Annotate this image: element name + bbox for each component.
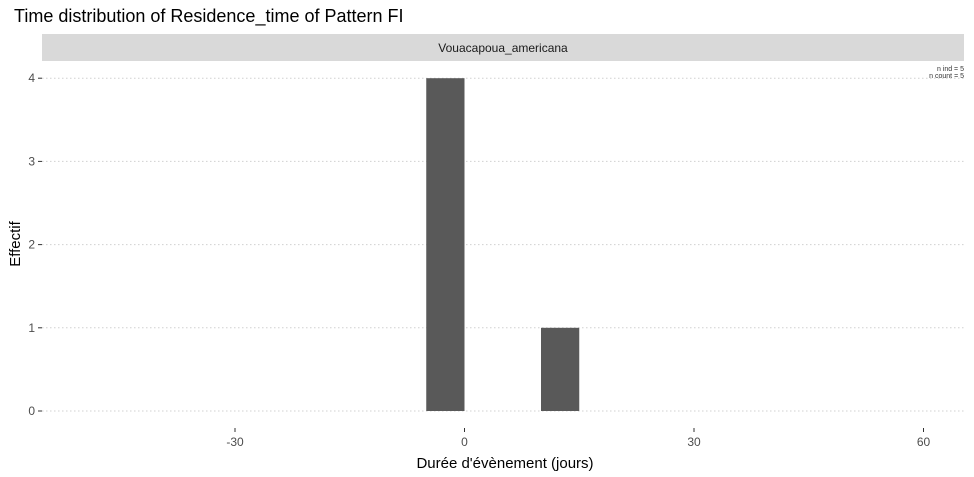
x-tick-label-3: 60 <box>917 435 931 449</box>
x-tick-label-2: 30 <box>687 435 701 449</box>
y-axis-title: Effectif <box>7 220 24 266</box>
n-count-annotation: n count = 5 <box>929 73 964 80</box>
facet-strip <box>42 34 964 61</box>
histogram-bar-0 <box>426 78 465 411</box>
x-axis-title: Durée d'évènement (jours) <box>416 455 593 472</box>
n-ind-annotation: n ind = 5 <box>937 66 964 73</box>
y-tick-label-2: 2 <box>28 238 35 252</box>
y-tick-label-3: 3 <box>28 154 35 168</box>
y-tick-label-0: 0 <box>28 404 35 418</box>
chart-title: Time distribution of Residence_time of P… <box>14 6 404 27</box>
x-tick-label-0: -30 <box>226 435 244 449</box>
x-tick-label-1: 0 <box>461 435 468 449</box>
histogram-bar-1 <box>541 327 580 411</box>
y-axis-ticks: 0 1 2 3 4 <box>28 71 42 418</box>
facet-label: Vouacapoua_americana <box>438 41 568 55</box>
x-axis-ticks: -30 0 30 60 <box>226 428 930 449</box>
y-tick-label-4: 4 <box>28 71 35 85</box>
y-tick-label-1: 1 <box>28 321 35 335</box>
grid-lines <box>42 77 964 412</box>
bars <box>426 78 580 411</box>
